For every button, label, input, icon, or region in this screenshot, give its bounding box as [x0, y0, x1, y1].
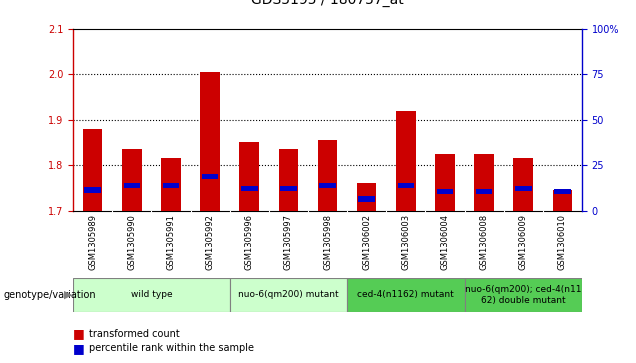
Bar	[280, 186, 297, 191]
Text: nuo-6(qm200); ced-4(n11
62) double mutant: nuo-6(qm200); ced-4(n11 62) double mutan…	[465, 285, 581, 305]
Bar	[476, 189, 492, 194]
Text: GSM1306004: GSM1306004	[441, 214, 450, 270]
Text: GSM1306008: GSM1306008	[480, 214, 488, 270]
Bar	[122, 149, 142, 211]
Text: nuo-6(qm200) mutant: nuo-6(qm200) mutant	[238, 290, 339, 299]
Text: GSM1306010: GSM1306010	[558, 214, 567, 270]
Bar	[319, 183, 336, 188]
Text: GSM1305989: GSM1305989	[88, 214, 97, 270]
Bar	[358, 196, 375, 202]
Text: ■: ■	[73, 342, 85, 355]
Bar	[435, 154, 455, 211]
Bar	[161, 158, 181, 211]
Text: ■: ■	[73, 327, 85, 340]
Text: GSM1305998: GSM1305998	[323, 214, 332, 270]
Bar	[474, 154, 494, 211]
Bar	[73, 278, 230, 312]
Bar	[437, 189, 453, 194]
Bar	[200, 72, 220, 211]
Text: GDS5195 / 180757_at: GDS5195 / 180757_at	[251, 0, 404, 7]
Bar	[515, 186, 532, 191]
Text: GSM1306002: GSM1306002	[362, 214, 371, 270]
Text: GSM1305997: GSM1305997	[284, 214, 293, 270]
Bar	[398, 183, 414, 188]
Bar	[347, 278, 464, 312]
Bar	[464, 278, 582, 312]
Bar	[279, 149, 298, 211]
Text: ced-4(n1162) mutant: ced-4(n1162) mutant	[357, 290, 454, 299]
Bar	[357, 183, 377, 211]
Bar	[318, 140, 337, 211]
Bar	[513, 158, 533, 211]
Text: GSM1305990: GSM1305990	[127, 214, 136, 270]
Bar	[202, 174, 218, 179]
Bar	[230, 278, 347, 312]
Text: percentile rank within the sample: percentile rank within the sample	[89, 343, 254, 354]
Bar	[163, 183, 179, 188]
Bar	[123, 183, 140, 188]
Bar	[241, 186, 258, 191]
Text: transformed count: transformed count	[89, 329, 180, 339]
Bar	[396, 111, 415, 211]
Text: GSM1306003: GSM1306003	[401, 214, 410, 270]
Bar	[83, 129, 102, 211]
Text: GSM1306009: GSM1306009	[519, 214, 528, 270]
Text: wild type: wild type	[130, 290, 172, 299]
Text: ▶: ▶	[64, 290, 72, 300]
Bar	[85, 187, 101, 193]
Bar	[554, 189, 570, 194]
Bar	[240, 142, 259, 211]
Text: GSM1305991: GSM1305991	[167, 214, 176, 270]
Text: GSM1305996: GSM1305996	[245, 214, 254, 270]
Text: genotype/variation: genotype/variation	[3, 290, 96, 300]
Text: GSM1305992: GSM1305992	[205, 214, 214, 270]
Bar	[553, 190, 572, 211]
